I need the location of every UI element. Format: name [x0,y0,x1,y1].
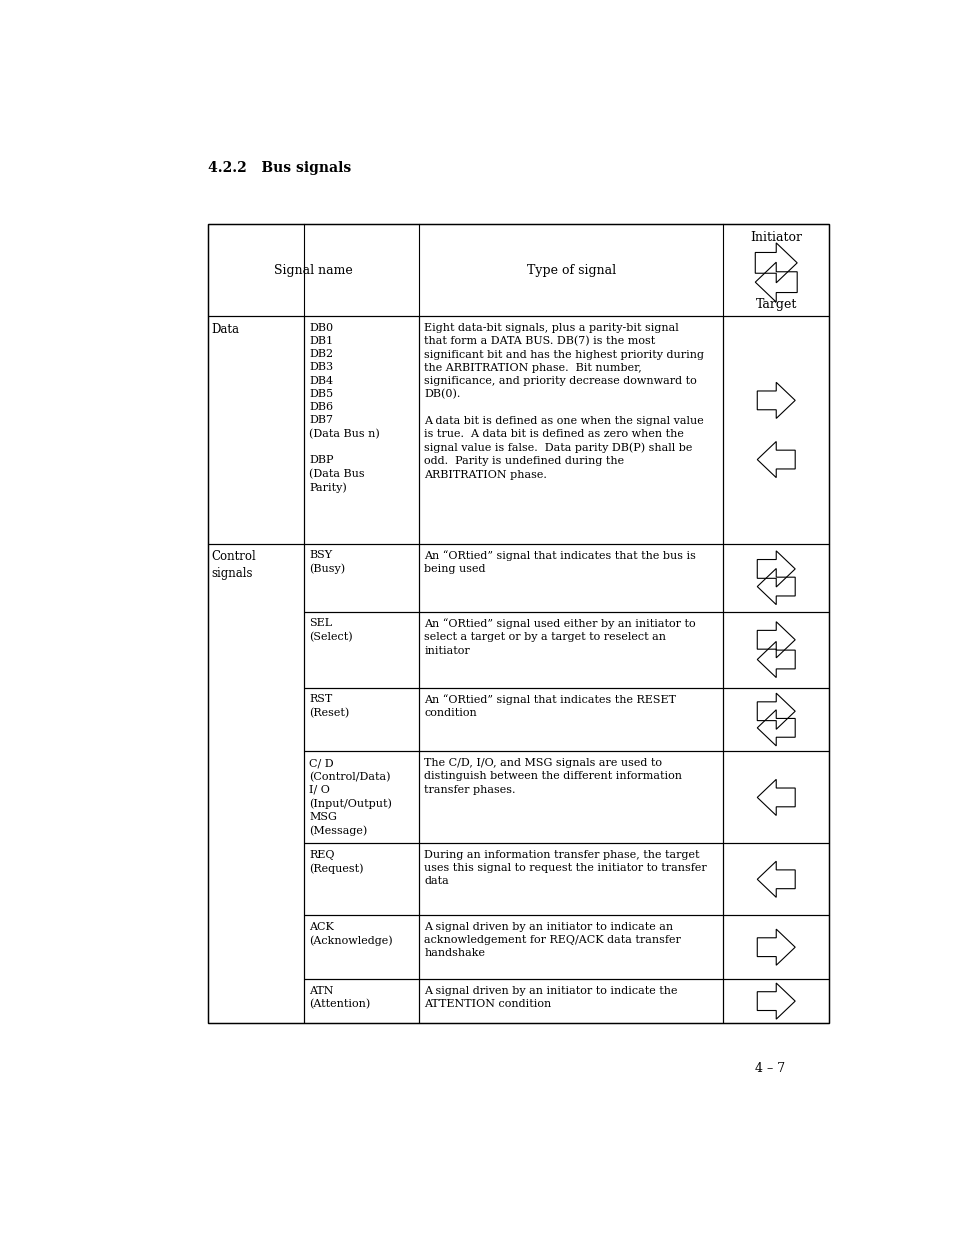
Bar [418,979,722,1023]
Text: Type of signal: Type of signal [526,264,616,277]
Text: Signal name: Signal name [274,264,353,277]
Bar [722,915,828,979]
Bar [418,316,722,543]
Text: ATN
(Attention): ATN (Attention) [309,986,371,1009]
Text: The C/D, I/O, and MSG signals are used to
distinguish between the different info: The C/D, I/O, and MSG signals are used t… [424,758,681,794]
Bar [208,225,828,316]
Bar [208,225,828,1023]
Text: An “ORtied” signal that indicates the RESET
condition: An “ORtied” signal that indicates the RE… [424,694,676,719]
Text: 4 – 7: 4 – 7 [754,1062,784,1076]
Text: REQ
(Request): REQ (Request) [309,850,363,874]
Text: A signal driven by an initiator to indicate the
ATTENTION condition: A signal driven by an initiator to indic… [424,986,677,1009]
Bar [722,688,828,751]
Text: An “ORtied” signal used either by an initiator to
select a target or by a target: An “ORtied” signal used either by an ini… [424,619,695,656]
Bar [304,979,418,1023]
Bar [304,751,418,844]
Bar [418,844,722,915]
Bar [418,688,722,751]
Text: An “ORtied” signal that indicates that the bus is
being used: An “ORtied” signal that indicates that t… [424,551,696,574]
Text: Target: Target [755,299,796,311]
Bar [418,751,722,844]
Bar [304,316,418,543]
Text: RST
(Reset): RST (Reset) [309,694,350,718]
Bar [304,844,418,915]
Text: 4.2.2   Bus signals: 4.2.2 Bus signals [208,161,351,175]
Bar [304,543,418,611]
Text: ACK
(Acknowledge): ACK (Acknowledge) [309,921,393,946]
Bar [722,979,828,1023]
Bar [418,915,722,979]
Bar [208,316,304,543]
Text: BSY
(Busy): BSY (Busy) [309,551,345,574]
Bar [208,543,304,1023]
Text: Control
signals: Control signals [212,551,256,580]
Bar [722,316,828,543]
Bar [304,915,418,979]
Bar [722,844,828,915]
Text: Initiator: Initiator [749,231,801,245]
Text: Eight data-bit signals, plus a parity-bit signal
that form a DATA BUS. DB(7) is : Eight data-bit signals, plus a parity-bi… [424,322,703,479]
Bar [722,611,828,688]
Bar [722,751,828,844]
Bar [722,543,828,611]
Text: DB0
DB1
DB2
DB3
DB4
DB5
DB6
DB7
(Data Bus n)

DBP
(Data Bus
Parity): DB0 DB1 DB2 DB3 DB4 DB5 DB6 DB7 (Data Bu… [309,322,379,493]
Text: Data: Data [212,322,239,336]
Text: SEL
(Select): SEL (Select) [309,619,353,642]
Bar [418,543,722,611]
Bar [304,611,418,688]
Bar [418,611,722,688]
Text: C/ D
(Control/Data)
I/ O
(Input/Output)
MSG
(Message): C/ D (Control/Data) I/ O (Input/Output) … [309,758,392,836]
Text: A signal driven by an initiator to indicate an
acknowledgement for REQ/ACK data : A signal driven by an initiator to indic… [424,921,680,958]
Bar [304,688,418,751]
Text: During an information transfer phase, the target
uses this signal to request the: During an information transfer phase, th… [424,850,706,887]
